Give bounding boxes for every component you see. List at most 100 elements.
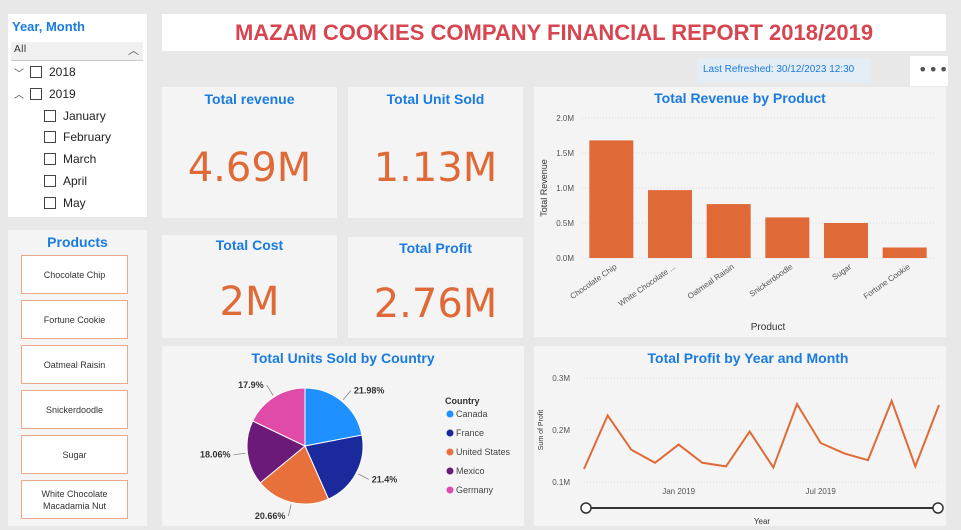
bar	[824, 223, 868, 258]
pie-slice	[259, 445, 330, 505]
legend-label: Germany	[456, 485, 494, 495]
pie-data-label: 18.06%	[200, 450, 231, 460]
kpi-label: Total revenue	[204, 91, 295, 107]
legend-label: Mexico	[456, 466, 485, 476]
pie-data-label: 17.9%	[238, 380, 264, 390]
bar	[706, 204, 751, 258]
last-refreshed-box: Last Refreshed: 30/12/2023 12:30	[697, 58, 871, 83]
date-slicer-title: Year, Month	[12, 19, 85, 34]
x-tick-label: Snickerdoodle	[748, 262, 795, 299]
bar	[589, 140, 634, 258]
y-tick-label: 0.5M	[556, 219, 574, 228]
x-axis-label: Product	[751, 322, 786, 333]
tree-item-2018[interactable]: ﹀ 2018	[12, 62, 76, 82]
revenue-by-product-chart: Total Revenue by Product 0.0M 0.5M 1.0M 1.5M…	[534, 87, 946, 337]
product-button[interactable]: Snickerdoodle	[21, 390, 128, 429]
bar-chart-svg: Total Revenue by Product 0.0M 0.5M 1.0M 1.5M…	[539, 90, 934, 333]
bar	[882, 247, 927, 258]
checkbox[interactable]	[44, 109, 56, 122]
kpi-label: Total Profit	[399, 240, 472, 256]
tree-item-march[interactable]: March	[44, 149, 96, 169]
x-tick-label: Oatmeal Raisin	[686, 262, 736, 301]
y-tick-label: 0.0M	[556, 254, 574, 263]
tree-item-label: February	[63, 130, 112, 145]
legend-title: Country	[445, 396, 480, 406]
tree-item-label: 2019	[49, 86, 76, 101]
tree-item-label: 2018	[49, 65, 76, 79]
product-button[interactable]: White Chocolate Macadamia Nut	[21, 480, 128, 519]
kpi-card-total-units: Total Unit Sold 1.13M	[348, 87, 523, 218]
kpi-value: 2M	[219, 279, 280, 325]
checkbox[interactable]	[30, 87, 42, 100]
bar	[765, 217, 810, 258]
kpi-value: 2.76M	[373, 281, 498, 327]
legend-marker	[446, 486, 454, 494]
chevron-up-icon[interactable]: ︿	[14, 90, 24, 102]
y-tick-label: 0.2M	[552, 426, 570, 435]
more-options-button[interactable]: •••	[910, 56, 948, 86]
legend-marker	[446, 429, 454, 437]
date-tree: ﹀ 2018 ︿ 2019 January February March April May	[12, 62, 142, 214]
checkbox[interactable]	[44, 131, 56, 144]
chevron-down-icon[interactable]: ﹀	[14, 68, 24, 80]
x-tick-label: Chocolate Chip	[569, 262, 619, 301]
range-slider-handle-start[interactable]	[580, 502, 592, 514]
x-tick-label: Sugar	[830, 262, 853, 282]
kpi-label: Total Cost	[215, 237, 284, 253]
units-by-country-chart: Total Units Sold by Country 21.98% 21.4% 20…	[162, 346, 524, 526]
kpi-value: 4.69M	[187, 145, 312, 191]
pie-slice	[252, 387, 306, 447]
y-tick-label: 0.1M	[552, 478, 570, 487]
date-slicer: Year, Month All ︿ ﹀ 2018 ︿ 2019 January Febru…	[8, 14, 147, 217]
leader-line	[233, 452, 246, 456]
product-button[interactable]: Sugar	[21, 435, 128, 474]
tree-item-february[interactable]: February	[44, 127, 111, 147]
leader-line	[287, 504, 292, 517]
x-tick-label: Fortune Cookie	[862, 262, 912, 301]
legend-label: United States	[456, 447, 511, 457]
products-slicer: Products Chocolate Chip Fortune Cookie Oat…	[8, 230, 147, 526]
tree-item-label: January	[63, 108, 106, 123]
line-chart-svg: Total Profit by Year and Month 0.1M 0.2M 0.…	[538, 350, 944, 526]
chart-title: Total Units Sold by Country	[251, 350, 435, 366]
tree-item-april[interactable]: April	[44, 171, 87, 191]
pie-data-label: 21.4%	[372, 474, 398, 484]
leader-line	[357, 473, 369, 480]
leader-line	[266, 384, 274, 396]
last-refreshed-text: Last Refreshed: 30/12/2023 12:30	[703, 64, 855, 75]
chart-title: Total Profit by Year and Month	[648, 350, 849, 366]
y-tick-label: 2.0M	[556, 114, 574, 123]
x-tick-label: Jul 2019	[806, 487, 837, 496]
tree-item-label: May	[63, 195, 86, 210]
pie-data-label: 21.98%	[354, 385, 385, 395]
report-title-bar: MAZAM COOKIES COMPANY FINANCIAL REPORT 2…	[162, 14, 946, 51]
checkbox[interactable]	[44, 196, 56, 209]
checkbox[interactable]	[44, 175, 56, 187]
chevron-up-icon[interactable]: ︿	[128, 44, 139, 57]
kpi-card-total-revenue: Total revenue 4.69M	[162, 87, 337, 218]
checkbox[interactable]	[30, 66, 42, 78]
bar	[648, 190, 692, 258]
y-tick-label: 1.0M	[556, 184, 574, 193]
tree-item-january[interactable]: January	[44, 106, 106, 126]
leader-line	[342, 390, 352, 400]
pie-slice	[304, 387, 363, 447]
checkbox[interactable]	[44, 153, 56, 166]
profit-line	[583, 398, 940, 470]
range-slider-handle-end[interactable]	[932, 502, 944, 514]
kpi-label: Total Unit Sold	[386, 91, 485, 107]
pie-slice	[246, 420, 306, 484]
all-label: All	[14, 44, 27, 55]
tree-item-2019[interactable]: ︿ 2019	[12, 84, 76, 104]
legend-marker	[446, 410, 454, 418]
product-button[interactable]: Chocolate Chip	[21, 255, 128, 294]
y-tick-label: 0.3M	[552, 374, 570, 383]
legend-marker	[446, 467, 454, 475]
kpi-card-total-cost: Total Cost 2M	[162, 235, 337, 338]
profit-by-month-chart: Total Profit by Year and Month 0.1M 0.2M 0.…	[534, 346, 946, 526]
date-slicer-dropdown[interactable]: All ︿	[11, 42, 143, 61]
product-button[interactable]: Fortune Cookie	[21, 300, 128, 339]
y-axis-label: Total Revenue	[539, 159, 549, 217]
tree-item-may[interactable]: May	[44, 193, 86, 213]
product-button[interactable]: Oatmeal Raisin	[21, 345, 128, 384]
